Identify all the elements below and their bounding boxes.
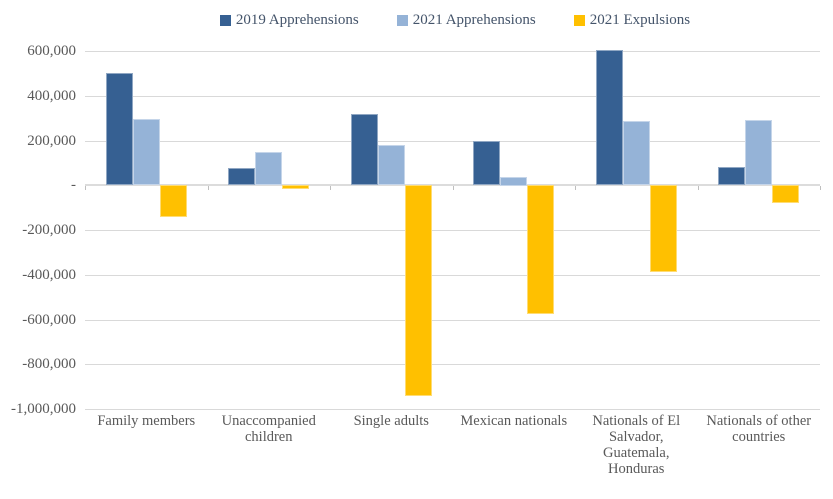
axis-tick [820, 186, 821, 190]
gridline [85, 96, 820, 97]
y-axis-tick-label: -400,000 [22, 267, 76, 283]
x-axis-category-label: Nationals of El Salvador, Guatemala, Hon… [592, 413, 681, 477]
bar-series-0-category-5 [718, 167, 745, 185]
gridline [85, 141, 820, 142]
gridline [85, 320, 820, 321]
legend-label-2021-expulsions: 2021 Expulsions [589, 11, 691, 28]
y-axis-tick-label: 200,000 [27, 133, 76, 149]
legend-item-2021-expulsions: 2021 Expulsions [573, 11, 691, 29]
bar-series-2-category-2 [405, 185, 432, 396]
x-axis-category-label: Single adults [353, 413, 429, 429]
x-axis-category-label: Nationals of other countries [706, 413, 812, 445]
y-axis-tick-label: 600,000 [27, 43, 76, 59]
axis-tick [698, 186, 699, 190]
bar-series-2-category-4 [650, 185, 677, 272]
axis-tick [330, 186, 331, 190]
legend-item-2021-apprehensions: 2021 Apprehensions [396, 11, 536, 29]
bar-series-1-category-4 [623, 121, 650, 185]
bar-series-2-category-5 [772, 185, 799, 203]
axis-tick [85, 186, 86, 190]
bar-series-2-category-3 [527, 185, 554, 314]
axis-zero-line [85, 184, 820, 186]
bar-series-1-category-3 [500, 177, 527, 186]
gridline [85, 364, 820, 365]
bar-series-1-category-2 [378, 145, 405, 185]
gridline [85, 51, 820, 52]
gridline [85, 409, 820, 410]
bar-series-1-category-5 [745, 120, 772, 185]
legend-swatch-2021-apprehensions-icon [396, 14, 408, 26]
y-axis-tick-label: - [71, 177, 76, 193]
x-axis-labels: Family members Unaccompanied children Sing… [85, 413, 820, 477]
x-axis-category-label: Mexican nationals [460, 413, 568, 429]
bar-series-0-category-2 [351, 114, 378, 185]
axis-tick [208, 186, 209, 190]
legend-item-2019-apprehensions: 2019 Apprehensions [219, 11, 359, 29]
bar-series-1-category-1 [255, 152, 282, 185]
legend-swatch-2019-apprehensions-icon [219, 14, 231, 26]
bar-series-2-category-0 [160, 185, 187, 217]
y-axis-tick-label: 400,000 [27, 88, 76, 104]
x-axis-category-label: Unaccompanied children [221, 413, 316, 445]
y-axis-tick-label: -200,000 [22, 222, 76, 238]
y-axis-tick-label: -800,000 [22, 356, 76, 372]
gridline [85, 230, 820, 231]
plot-area [85, 50, 821, 410]
bar-series-0-category-3 [473, 141, 500, 185]
chart-legend: 2019 Apprehensions 2021 Apprehensions 20… [85, 9, 825, 31]
bar-series-2-category-1 [282, 185, 309, 189]
bar-series-0-category-4 [596, 50, 623, 185]
bar-series-1-category-0 [133, 119, 160, 185]
legend-swatch-2021-expulsions-icon [573, 14, 585, 26]
axis-tick [575, 186, 576, 190]
gridline [85, 275, 820, 276]
bar-series-0-category-0 [106, 73, 133, 185]
y-axis-tick-label: -1,000,000 [11, 401, 76, 417]
axis-tick [453, 186, 454, 190]
legend-label-2019-apprehensions: 2019 Apprehensions [235, 11, 359, 28]
legend-label-2021-apprehensions: 2021 Apprehensions [412, 11, 536, 28]
x-axis-category-label: Family members [97, 413, 196, 429]
bar-series-0-category-1 [228, 168, 255, 185]
y-axis-tick-label: -600,000 [22, 312, 76, 328]
